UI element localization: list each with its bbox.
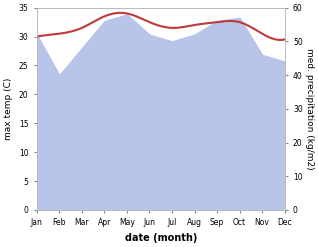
Y-axis label: med. precipitation (kg/m2): med. precipitation (kg/m2) [305, 48, 314, 170]
Y-axis label: max temp (C): max temp (C) [4, 78, 13, 140]
X-axis label: date (month): date (month) [125, 233, 197, 243]
